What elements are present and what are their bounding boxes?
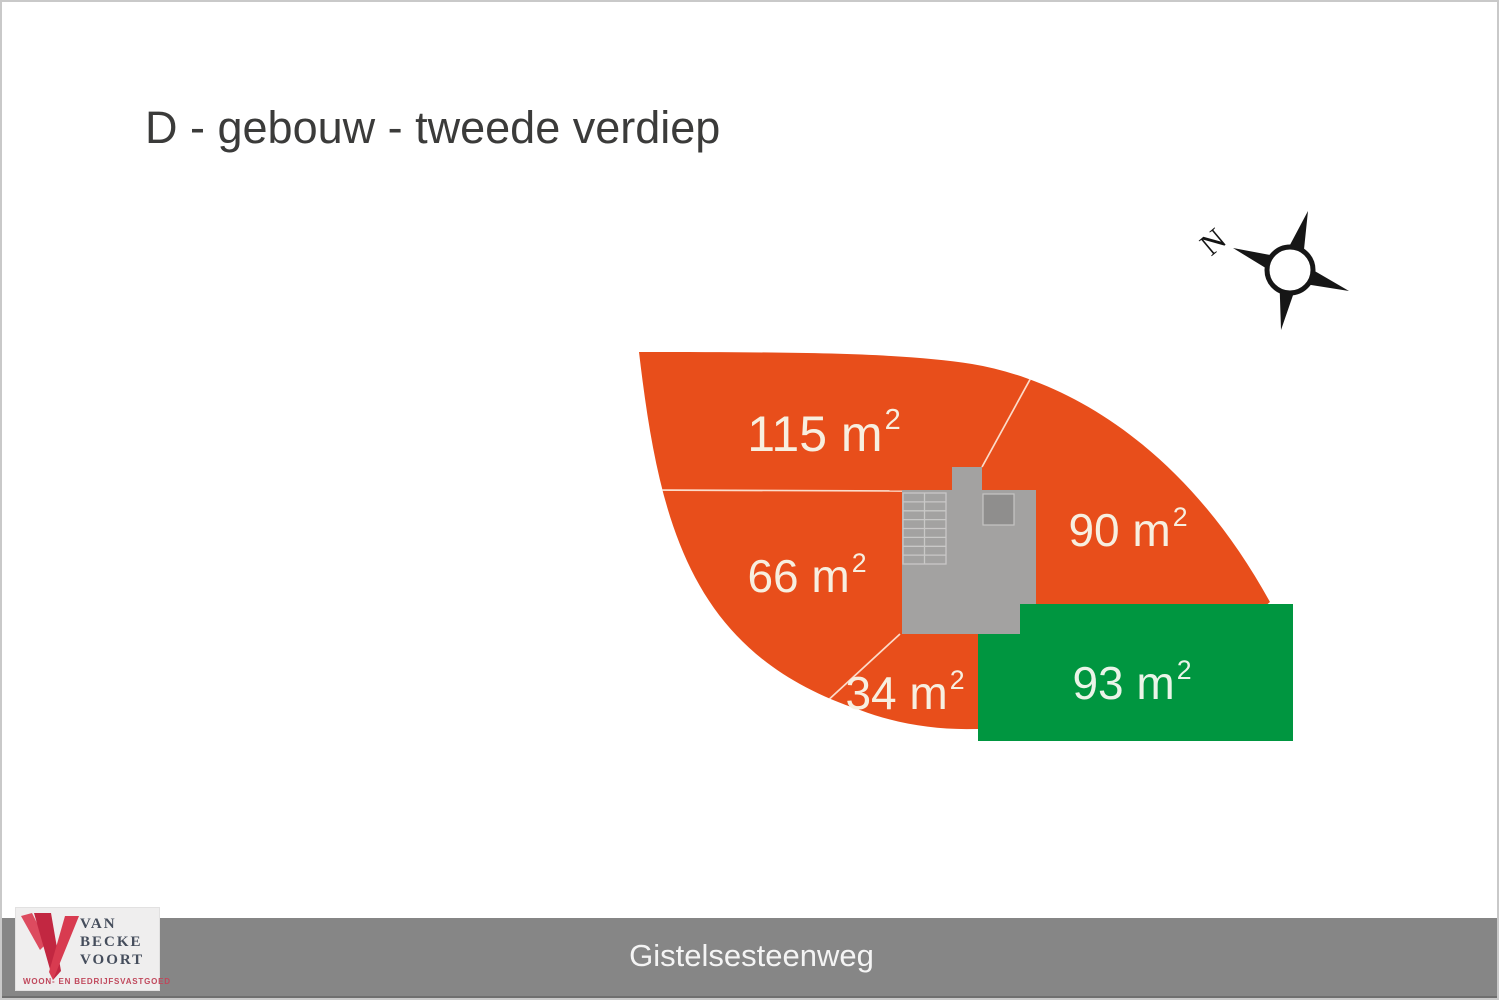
area-label-93: 93 m2 [1072,654,1192,710]
area-label-93-text: 93 m [1072,657,1175,709]
elevator-shaft [982,493,1015,526]
compass-rose-icon [1233,211,1349,330]
footer-bar [2,918,1497,998]
divider-66-34 [823,633,901,705]
divider-115-66 [641,489,903,492]
area-label-66-text: 66 m [747,550,850,602]
logo-wordmark: VAN BECKE VOORT [80,915,144,969]
area-label-90: 90 m2 [1068,501,1188,557]
area-label-115-text: 115 m [747,406,883,462]
area-label-66: 66 m2 [747,547,867,603]
area-label-90-sup: 2 [1172,501,1188,532]
logo-tagline: WOON- EN BEDRIJFSVASTGOED [23,977,171,986]
logo-word-voort: VOORT [80,952,145,968]
area-label-93-sup: 2 [1176,654,1192,685]
street-name: Gistelsesteenweg [629,938,874,973]
area-label-115: 115 m2 [747,404,901,463]
staircase-icon [902,492,947,565]
logo-word-van: VAN [80,916,117,932]
company-logo: VAN BECKE VOORT WOON- EN BEDRIJFSVASTGOE… [15,907,171,991]
area-label-34-sup: 2 [949,664,965,695]
area-label-115-sup: 2 [884,404,901,436]
footer-bar-bottom-edge [2,996,1497,998]
logo-word-becke: BECKE [80,934,143,950]
area-label-90-text: 90 m [1068,504,1171,556]
unit-93-shape [978,604,1293,741]
logo-v-icon [21,913,79,980]
building-footprint [902,467,1036,634]
area-label-34-text: 34 m [845,667,948,719]
area-label-66-sup: 2 [851,547,867,578]
compass-hub [1264,244,1316,296]
page-title: D - gebouw - tweede verdiep [145,102,721,153]
area-label-34: 34 m2 [845,664,965,720]
